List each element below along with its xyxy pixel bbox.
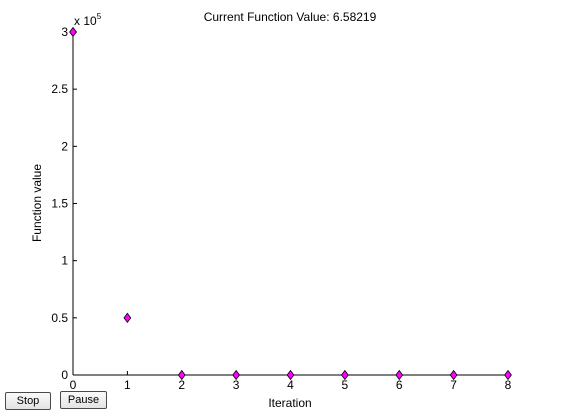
y-exponent-label: x 105: [74, 12, 102, 28]
axes: 0 1 2 3 4 5 6 7 8 0 0.5 1 1.5 2 2.5 3: [51, 25, 511, 392]
x-tick-label: 3: [233, 378, 240, 392]
y-tick-label: 2.5: [51, 82, 68, 96]
y-tick-label: 0.5: [51, 311, 68, 325]
data-point-marker: [232, 369, 240, 381]
y-axis-label: Function value: [30, 164, 44, 242]
x-tick-label: 2: [178, 378, 185, 392]
y-tick-label: 2: [61, 139, 68, 153]
data-point-marker: [123, 312, 132, 324]
data-markers: [69, 26, 512, 381]
y-tick-label: 1.5: [51, 197, 68, 211]
x-tick-label: 8: [505, 378, 512, 392]
data-point-marker: [341, 369, 349, 381]
data-point-marker: [395, 369, 404, 381]
x-tick-label: 4: [287, 378, 294, 392]
data-point-marker: [69, 26, 77, 38]
y-tick-label: 1: [61, 254, 68, 268]
x-tick-label: 7: [450, 378, 457, 392]
data-point-marker: [286, 369, 295, 381]
x-tick-label: 5: [342, 378, 349, 392]
y-tick-label: 0: [61, 368, 68, 382]
data-point-marker: [177, 369, 186, 381]
pause-button[interactable]: Pause: [60, 391, 107, 409]
y-exponent-power: 5: [97, 12, 102, 21]
chart-title: Current Function Value: 6.58219: [204, 10, 377, 24]
x-tick-label: 1: [124, 378, 131, 392]
x-axis-label: Iteration: [268, 396, 311, 410]
y-exponent-base: x 10: [74, 14, 97, 28]
data-point-marker: [449, 369, 458, 381]
stop-button[interactable]: Stop: [5, 392, 51, 410]
x-tick-label: 0: [70, 378, 77, 392]
x-tick-label: 6: [396, 378, 403, 392]
y-tick-label: 3: [61, 25, 68, 39]
data-point-marker: [504, 369, 512, 381]
